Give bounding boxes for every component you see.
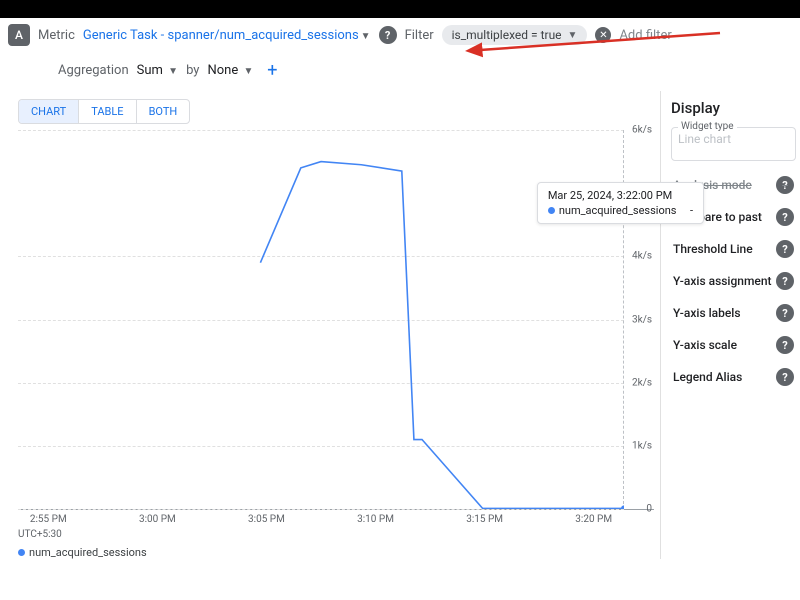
query-letter-badge: A [8, 24, 30, 46]
chart-line [18, 130, 624, 509]
tab-both[interactable]: BOTH [137, 100, 190, 123]
display-option[interactable]: Y-axis labels? [671, 297, 796, 329]
series-dot-icon [548, 207, 555, 214]
display-option[interactable]: Y-axis assignment? [671, 265, 796, 297]
y-tick-label: 2k/s [632, 377, 652, 388]
query-bar: A Metric Generic Task - spanner/num_acqu… [0, 18, 800, 53]
tab-chart[interactable]: CHART [19, 100, 79, 123]
y-tick-label: 3k/s [632, 314, 652, 325]
add-aggregation-button[interactable]: + [261, 59, 283, 81]
chart-tooltip: Mar 25, 2024, 3:22:00 PM num_acquired_se… [537, 182, 704, 224]
aggregation-label: Aggregation [58, 63, 129, 78]
help-icon: ? [776, 208, 794, 226]
y-tick-label: 4k/s [632, 251, 652, 262]
help-icon: ? [776, 304, 794, 322]
widget-type-label: Widget type [678, 121, 737, 132]
view-tabs: CHART TABLE BOTH [18, 99, 190, 124]
help-icon[interactable]: ? [379, 26, 397, 44]
filter-label: Filter [405, 28, 434, 43]
by-label: by [186, 63, 199, 78]
widget-type-value: Line chart [678, 132, 731, 146]
help-icon: ? [776, 272, 794, 290]
utc-label: UTC+5:30 [18, 529, 62, 540]
tooltip-series: num_acquired_sessions [559, 204, 677, 217]
annotation-arrow [440, 26, 740, 66]
display-title: Display [671, 99, 796, 117]
tab-table[interactable]: TABLE [79, 100, 136, 123]
help-icon: ? [776, 240, 794, 258]
tooltip-time: Mar 25, 2024, 3:22:00 PM [548, 189, 693, 202]
help-icon: ? [776, 176, 794, 194]
chart-plot[interactable]: Mar 25, 2024, 3:22:00 PM num_acquired_se… [18, 130, 654, 510]
display-panel: Display Widget type Line chart Analysis … [660, 91, 800, 559]
y-tick-label: 6k/s [632, 125, 652, 136]
chevron-down-icon: ▼ [361, 31, 371, 42]
metric-label: Metric [38, 28, 75, 43]
series-dot-icon [18, 549, 25, 556]
display-option[interactable]: Threshold Line? [671, 233, 796, 265]
help-icon: ? [776, 336, 794, 354]
chevron-down-icon: ▼ [243, 66, 253, 77]
display-option[interactable]: Legend Alias? [671, 361, 796, 393]
display-option[interactable]: Y-axis scale? [671, 329, 796, 361]
legend-series: num_acquired_sessions [29, 546, 147, 559]
aggregation-by[interactable]: None ▼ [207, 63, 253, 78]
help-icon: ? [776, 368, 794, 386]
window-top-bar [0, 0, 800, 18]
aggregation-func[interactable]: Sum ▼ [137, 63, 178, 78]
widget-type-select[interactable]: Widget type Line chart [671, 127, 796, 161]
metric-value[interactable]: Generic Task - spanner/num_acquired_sess… [83, 28, 371, 43]
tooltip-value: - [690, 204, 693, 217]
y-tick-label: 1k/s [632, 440, 652, 451]
chart-legend: num_acquired_sessions [18, 546, 654, 559]
chevron-down-icon: ▼ [168, 66, 178, 77]
